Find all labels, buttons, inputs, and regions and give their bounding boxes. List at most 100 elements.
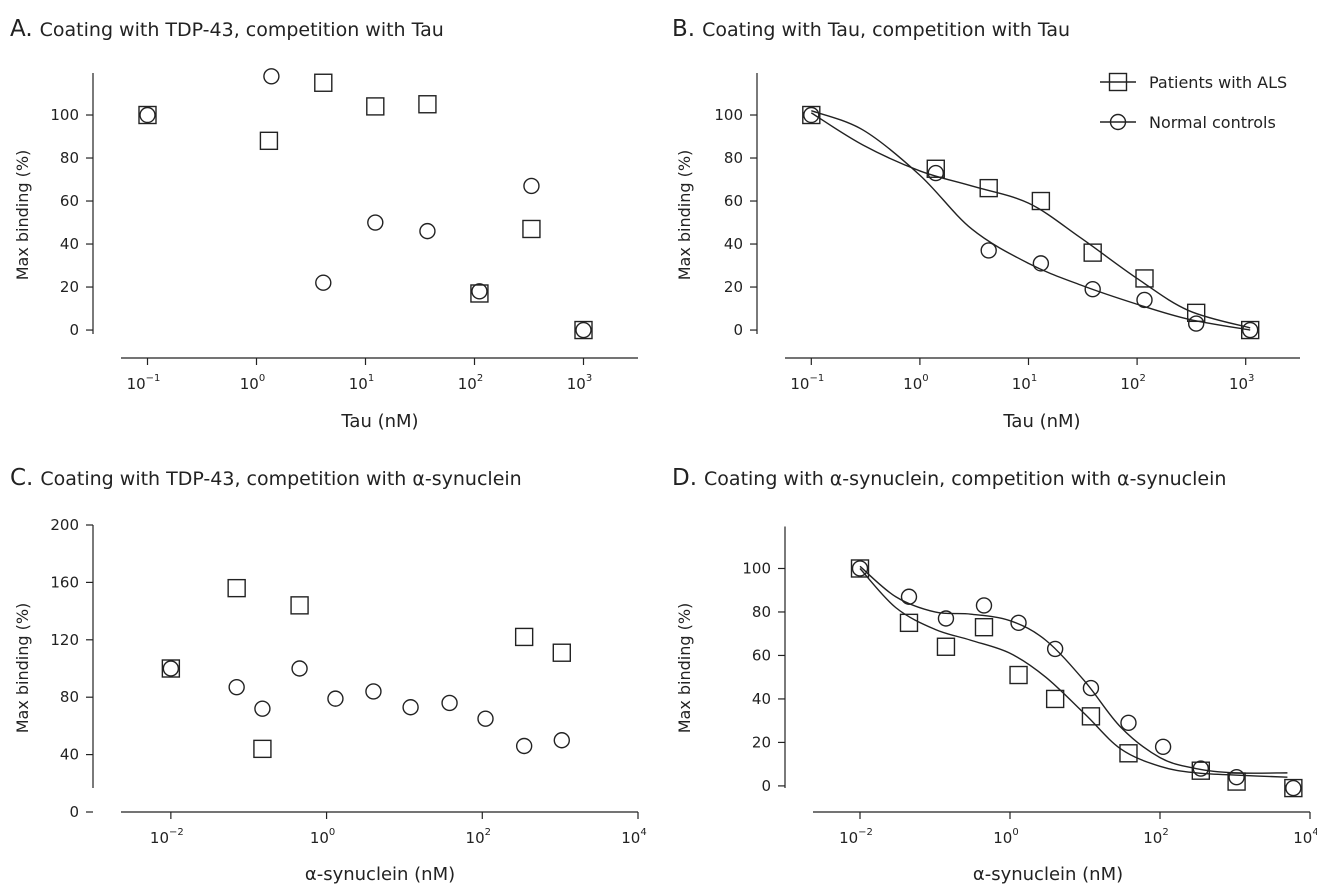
- data-point-circle: [1010, 614, 1027, 632]
- x-tick-label: 104: [1293, 827, 1317, 847]
- data-point-square: [366, 97, 385, 116]
- data-point-square: [470, 284, 489, 303]
- data-point-circle: [851, 560, 869, 577]
- panel-c: C. Coating with TDP-43, competition with …: [10, 465, 647, 885]
- data-point-circle: [1136, 291, 1153, 309]
- x-tick-label: 102: [1120, 373, 1145, 393]
- data-point-square: [138, 105, 157, 125]
- panel-letter: C.: [10, 465, 33, 491]
- x-tick-label: 101: [349, 373, 374, 393]
- data-point-square: [161, 659, 181, 678]
- x-tick-label: 10−1: [127, 373, 161, 393]
- data-point-circle: [553, 732, 570, 749]
- data-point-circle: [1032, 255, 1050, 272]
- data-point-square: [1031, 191, 1051, 211]
- panel-letter: A.: [10, 16, 33, 42]
- data-point-square: [926, 159, 945, 178]
- y-tick-label: 20: [752, 733, 771, 751]
- x-tick-label: 102: [458, 373, 483, 393]
- y-tick-label: 40: [724, 235, 743, 253]
- legend: Patients with ALS Normal controls: [1100, 72, 1287, 132]
- y-tick-label: 0: [733, 321, 743, 339]
- x-axis-label: α-synuclein (nM): [305, 864, 455, 885]
- panel-title: B. Coating with Tau, competition with Tau: [672, 16, 1070, 42]
- data-point-circle: [139, 106, 156, 124]
- panel-title-text: Coating with Tau, competition with Tau: [702, 19, 1070, 41]
- data-point-square: [514, 627, 534, 647]
- y-tick-label: 20: [724, 278, 743, 296]
- data-point-square: [1240, 320, 1260, 340]
- x-tick-label: 101: [1012, 373, 1037, 393]
- data-point-square: [1119, 744, 1138, 763]
- data-point-circle: [937, 610, 955, 627]
- data-point-square: [574, 320, 593, 340]
- data-point-square: [1284, 778, 1303, 798]
- data-point-circle: [1285, 779, 1302, 797]
- data-point-square: [1135, 269, 1154, 288]
- fit-curve-square: [859, 568, 1288, 778]
- x-tick-label: 102: [1143, 827, 1168, 847]
- fit-curve-square: [810, 112, 1251, 329]
- y-tick-label: 100: [714, 106, 743, 124]
- data-point-circle: [575, 321, 592, 339]
- x-tick-label: 100: [310, 827, 335, 847]
- data-point-circle: [1120, 714, 1137, 732]
- data-point-circle: [315, 274, 332, 291]
- data-point-square: [850, 559, 870, 578]
- data-point-square: [1081, 707, 1101, 726]
- data-point-circle: [1241, 321, 1259, 339]
- panel-b: B. Coating with Tau, competition with Tau…: [672, 16, 1300, 432]
- data-point-square: [899, 613, 919, 633]
- y-axis-label: Max binding (%): [675, 603, 694, 734]
- panel-title-text: Coating with TDP-43, competition with α-…: [40, 468, 521, 490]
- y-tick-label: 100: [50, 106, 79, 124]
- panel-title-text: Coating with α-synuclein, competition wi…: [704, 468, 1226, 490]
- x-tick-label: 10−1: [790, 373, 824, 393]
- x-tick-label: 103: [567, 373, 592, 393]
- data-point-square: [974, 617, 994, 637]
- x-tick-label: 10−2: [150, 827, 184, 847]
- y-tick-label: 80: [60, 688, 79, 706]
- legend-marker-circle: [1109, 113, 1127, 131]
- y-tick-label: 80: [752, 603, 771, 621]
- y-tick-label: 0: [69, 803, 79, 821]
- data-point-square: [253, 739, 272, 759]
- data-point-square: [418, 95, 437, 114]
- data-point-circle: [228, 678, 245, 696]
- data-point-circle: [515, 737, 533, 755]
- y-tick-label: 40: [752, 690, 771, 708]
- panel-letter: B.: [672, 16, 695, 42]
- y-tick-label: 60: [752, 646, 771, 664]
- data-point-circle: [803, 106, 820, 124]
- data-point-circle: [1046, 640, 1064, 658]
- panel-title: D. Coating with α-synuclein, competition …: [672, 465, 1226, 491]
- data-point-square: [552, 643, 571, 662]
- data-point-circle: [927, 164, 944, 182]
- data-point-circle: [900, 588, 918, 605]
- panel-a: A. Coating with TDP-43, competition with …: [10, 16, 638, 432]
- data-point-square: [259, 131, 279, 151]
- y-tick-label: 60: [724, 192, 743, 210]
- y-tick-label: 120: [50, 631, 79, 649]
- data-point-circle: [477, 710, 494, 727]
- x-tick-label: 103: [1229, 373, 1254, 393]
- y-axis-label: Max binding (%): [675, 150, 694, 281]
- data-point-circle: [1192, 760, 1210, 777]
- x-tick-label: 10−2: [839, 827, 873, 847]
- data-point-circle: [367, 214, 384, 231]
- data-point-circle: [441, 694, 458, 712]
- data-point-circle: [419, 222, 436, 240]
- data-point-square: [1009, 665, 1028, 685]
- data-point-circle: [365, 683, 382, 700]
- y-axis-label: Max binding (%): [13, 603, 32, 734]
- y-tick-label: 80: [724, 149, 743, 167]
- data-point-circle: [327, 690, 344, 707]
- legend-label: Patients with ALS: [1149, 73, 1287, 92]
- y-tick-label: 200: [50, 516, 79, 534]
- x-axis-label: Tau (nM): [340, 411, 418, 432]
- data-point-circle: [1187, 315, 1205, 332]
- y-tick-label: 60: [60, 192, 79, 210]
- y-tick-label: 0: [69, 321, 79, 339]
- panel-d: D. Coating with α-synuclein, competition …: [672, 465, 1317, 885]
